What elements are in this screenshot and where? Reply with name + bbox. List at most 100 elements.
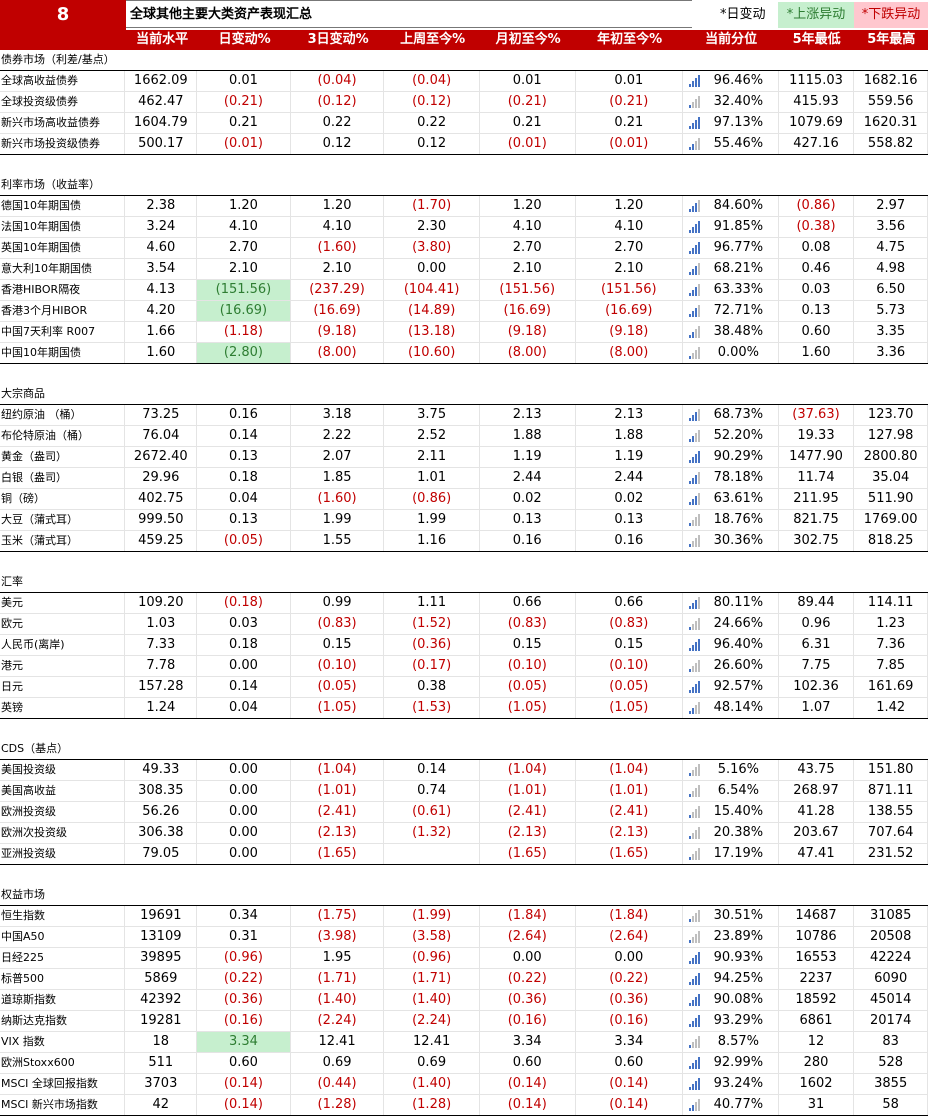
signal-bars-icon [689,973,703,985]
section-title: 汇率 [0,572,928,593]
cell-y: (1.04) [576,760,684,780]
cell-m: 0.13 [480,510,576,530]
cell-d3: 1.55 [291,531,385,551]
cell-lo: 12 [779,1032,855,1052]
cell-m: (1.65) [480,844,576,864]
percentile-cell: 24.66% [683,614,779,634]
cell-d: (0.14) [197,1074,291,1094]
cell-val: 306.38 [125,823,198,843]
cell-m: 0.21 [480,113,576,133]
cell-hi: 4.75 [854,238,928,258]
percentile-value: 97.13% [713,115,764,130]
cell-m: (2.13) [480,823,576,843]
cell-d3: (1.71) [291,969,385,989]
cell-d3: (1.75) [291,906,385,926]
cell-hi: 45014 [854,990,928,1010]
cell-d3: 0.12 [291,134,385,154]
cell-val: 402.75 [125,489,198,509]
cell-m: 2.13 [480,405,576,425]
row-label: 意大利10年期国债 [0,259,126,279]
cell-val: 18 [125,1032,198,1052]
cell-w: (13.18) [384,322,480,342]
cell-d3: 2.10 [291,259,385,279]
row-label: 全球投资级债券 [0,92,126,112]
column-header [0,30,126,50]
cell-lo: 1602 [779,1074,855,1094]
cell-m: (0.21) [480,92,576,112]
cell-d: 0.00 [197,781,291,801]
percentile-cell: 96.40% [683,635,779,655]
cell-y: 0.60 [576,1053,684,1073]
cell-m: (0.14) [480,1095,576,1115]
cell-d: 0.13 [197,447,291,467]
cell-val: 79.05 [125,844,198,864]
cell-w: 0.00 [384,259,480,279]
cell-m: (1.84) [480,906,576,926]
percentile-cell: 80.11% [683,593,779,613]
cell-val: 999.50 [125,510,198,530]
cell-d: 0.00 [197,823,291,843]
cell-w: (10.60) [384,343,480,363]
cell-lo: 2237 [779,969,855,989]
percentile-cell: 8.57% [683,1032,779,1052]
cell-y: 1.19 [576,447,684,467]
cell-d: (0.36) [197,990,291,1010]
cell-hi: 20174 [854,1011,928,1031]
row-label: VIX 指数 [0,1032,126,1052]
cell-d3: (1.60) [291,238,385,258]
signal-bars-icon [689,618,703,630]
cell-w: 1.01 [384,468,480,488]
table-row: 全球高收益债券 1662.09 0.01 (0.04) (0.04) 0.01 0.01 96… [0,71,928,92]
signal-bars-icon [689,514,703,526]
cell-lo: 16553 [779,948,855,968]
cell-lo: (0.38) [779,217,855,237]
row-label: 标普500 [0,969,126,989]
table-row: 日经225 39895 (0.96) 1.95 (0.96) 0.00 0.00 90.93%… [0,948,928,969]
cell-d: 0.04 [197,698,291,718]
cell-y: (0.83) [576,614,684,634]
percentile-cell: 6.54% [683,781,779,801]
row-label: MSCI 全球回报指数 [0,1074,126,1094]
percentile-value: 5.16% [717,762,760,777]
cell-d: 0.01 [197,71,291,91]
cell-y: 4.10 [576,217,684,237]
percentile-value: 23.89% [713,929,764,944]
cell-val: 1.24 [125,698,198,718]
cell-d3: (1.04) [291,760,385,780]
percentile-value: 63.33% [713,282,764,297]
percentile-cell: 38.48% [683,322,779,342]
percentile-value: 40.77% [713,1097,764,1112]
cell-lo: 0.13 [779,301,855,321]
cell-m: (8.00) [480,343,576,363]
cell-lo: 19.33 [779,426,855,446]
signal-bars-icon [689,75,703,87]
cell-d3: 0.22 [291,113,385,133]
percentile-value: 90.08% [713,992,764,1007]
percentile-value: 96.46% [713,73,764,88]
cell-d3: 4.10 [291,217,385,237]
cell-hi: 138.55 [854,802,928,822]
cell-d: 4.10 [197,217,291,237]
table-row: 中国A50 13109 0.31 (3.98) (3.58) (2.64) (2.64) 23… [0,927,928,948]
cell-d: (0.96) [197,948,291,968]
cell-lo: 89.44 [779,593,855,613]
cell-d: 0.00 [197,656,291,676]
signal-bars-icon [689,409,703,421]
cell-y: (0.22) [576,969,684,989]
cell-w: 1.99 [384,510,480,530]
row-label: 美元 [0,593,126,613]
legend-down-anomaly: *下跌异动 [854,2,928,28]
cell-d3: (0.12) [291,92,385,112]
table-row: 新兴市场高收益债券 1604.79 0.21 0.22 0.22 0.21 0.21 97.1… [0,113,928,134]
section-spacer [0,364,928,384]
section-spacer [0,155,928,175]
percentile-cell: 93.24% [683,1074,779,1094]
cell-hi: 7.36 [854,635,928,655]
percentile-value: 84.60% [713,198,764,213]
cell-d3: (3.98) [291,927,385,947]
cell-val: 1662.09 [125,71,198,91]
column-header: 年初至今% [597,32,663,47]
cell-y: 0.66 [576,593,684,613]
table-row: 标普500 5869 (0.22) (1.71) (1.71) (0.22) (0.22) 9… [0,969,928,990]
percentile-value: 8.57% [717,1034,760,1049]
